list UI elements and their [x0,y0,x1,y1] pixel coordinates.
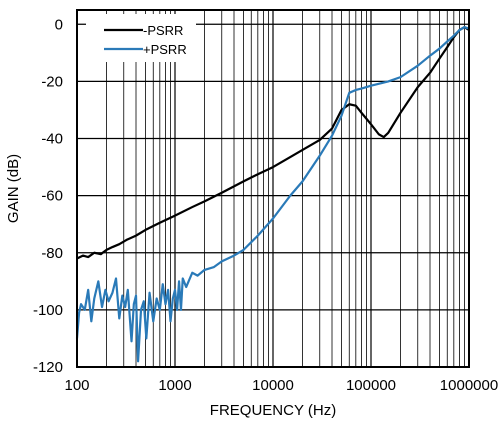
x-tick-label: 100000 [346,377,396,394]
y-tick-label: -20 [41,73,63,90]
legend-box [86,14,196,62]
legend: -PSRR +PSRR [86,14,196,62]
x-tick-label: 1000000 [440,377,498,394]
y-tick-label: -60 [41,188,63,205]
x-tick-label: 1000 [158,377,191,394]
y-tick-label: -100 [33,302,63,319]
series-line-psrr [75,26,470,363]
y-axis-title: GAIN (dB) [5,154,22,223]
x-tick-label: 10000 [252,377,294,394]
y-tick-label: -120 [33,359,63,376]
series-lines [75,26,470,363]
legend-label: -PSRR [143,23,183,38]
y-tick-label: 0 [55,16,63,33]
series-line-psrr [76,26,470,260]
tick-labels: 100 1000 10000 100000 1000000 0 -20 -40 -60 -80 -1… [33,16,498,394]
legend-label: +PSRR [143,42,187,57]
y-tick-label: -80 [41,245,63,262]
x-tick-label: 100 [64,377,89,394]
y-tick-label: -40 [41,131,63,148]
grid [77,10,469,367]
x-axis-title: FREQUENCY (Hz) [210,402,336,419]
plot-area-frame [76,9,470,368]
